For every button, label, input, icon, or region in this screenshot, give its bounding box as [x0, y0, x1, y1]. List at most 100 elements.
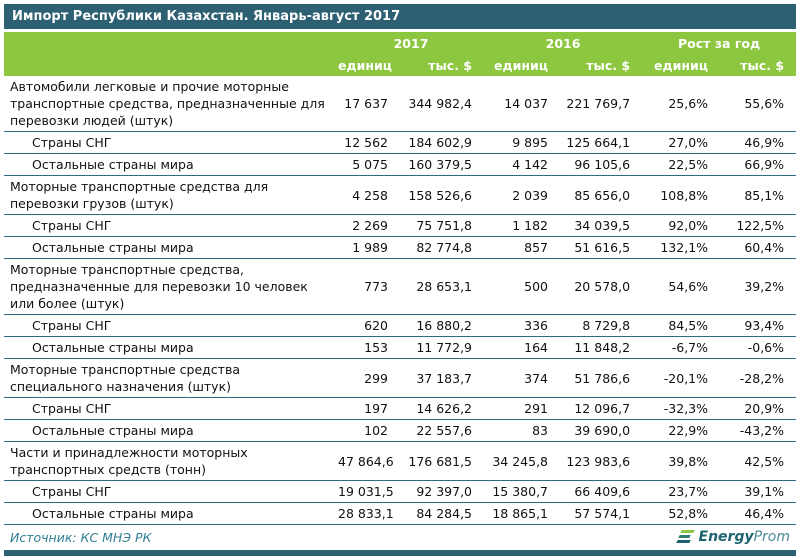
value-cell: 17 637	[344, 96, 388, 111]
value-cell: 2 269	[352, 218, 388, 233]
value-cell: 57 574,1	[574, 506, 631, 521]
table-row: Моторные транспортные средства для перев…	[4, 176, 797, 215]
table-row: Страны СНГ 197 14 626,2 291 12 096,7 -32…	[4, 398, 797, 420]
year-2016-header: 2016	[484, 32, 643, 54]
table-row: Моторные транспортные средства специальн…	[4, 359, 797, 398]
value-cell: 160 379,5	[408, 157, 473, 172]
category-cell: Моторные транспортные средства, предназн…	[10, 262, 308, 311]
value-cell: 42,5%	[744, 453, 785, 469]
value-cell: 37 183,7	[416, 370, 473, 386]
value-cell: 108,8%	[660, 187, 709, 203]
value-cell: 47 864,6	[338, 453, 394, 469]
energyprom-logo-icon	[675, 530, 695, 544]
table-row: Страны СНГ 2 269 75 751,8 1 182 34 039,5…	[4, 215, 797, 237]
category-cell: Страны СНГ	[32, 318, 112, 333]
value-cell: 15 380,7	[492, 484, 549, 499]
category-cell: Остальные страны мира	[32, 340, 194, 355]
value-cell: 39,2%	[744, 279, 785, 294]
value-cell: 84,5%	[668, 318, 709, 333]
value-cell: 22 557,6	[416, 423, 473, 438]
value-cell: 66 409,6	[574, 484, 631, 499]
value-cell: 184 602,9	[408, 135, 473, 150]
table-body: Автомобили легковые и прочие моторные тр…	[4, 76, 797, 525]
value-cell: 46,4%	[744, 506, 785, 521]
value-cell: 54,6%	[668, 279, 709, 294]
value-cell: -0,6%	[747, 340, 785, 355]
value-cell: 500	[524, 279, 549, 294]
value-cell: 336	[524, 318, 549, 333]
table-row: Остальные страны мира 102 22 557,6 83 39…	[4, 420, 797, 442]
table-row: Страны СНГ 620 16 880,2 336 8 729,8 84,5…	[4, 315, 797, 337]
table-row: Остальные страны мира 28 833,1 84 284,5 …	[4, 503, 797, 525]
value-cell: 83	[532, 423, 549, 438]
value-cell: 4 258	[352, 187, 388, 203]
value-cell: 153	[364, 340, 388, 355]
category-cell: Страны СНГ	[32, 401, 112, 416]
value-cell: 92 397,0	[416, 484, 473, 499]
unit-header: единиц	[484, 54, 561, 76]
value-cell: 125 664,1	[566, 135, 631, 150]
value-cell: 82 774,8	[416, 240, 473, 255]
year-2017-header: 2017	[338, 32, 485, 54]
energyprom-logo: EnergyProm	[675, 529, 790, 545]
table-row: Остальные страны мира 5 075 160 379,5 4 …	[4, 154, 797, 176]
value-cell: 39,1%	[744, 484, 785, 499]
value-cell: 34 245,8	[492, 453, 549, 469]
value-cell: 14 037	[504, 96, 549, 111]
source-note: Источник: КС МНЭ РК	[10, 529, 152, 545]
value-cell: 96 105,6	[574, 157, 631, 172]
value-cell: 51 616,5	[574, 240, 631, 255]
value-cell: 22,5%	[668, 157, 709, 172]
category-cell: Остальные страны мира	[32, 157, 194, 172]
unit-header: единиц	[642, 54, 721, 76]
value-cell: -28,2%	[739, 370, 785, 386]
value-cell: 18 865,1	[492, 506, 549, 521]
table-row: Остальные страны мира 1 989 82 774,8 857…	[4, 237, 797, 259]
table-row: Части и принадлежности моторных транспор…	[4, 442, 797, 481]
value-cell: 164	[524, 340, 549, 355]
value-cell: 75 751,8	[416, 218, 473, 233]
value-cell: 11 848,2	[574, 340, 631, 355]
value-cell: 19 031,5	[338, 484, 394, 499]
value-cell: 51 786,6	[574, 370, 631, 386]
table-row: Автомобили легковые и прочие моторные тр…	[4, 76, 797, 132]
category-cell: Страны СНГ	[32, 484, 112, 499]
value-cell: 25,6%	[668, 96, 709, 111]
value-cell: 34 039,5	[574, 218, 631, 233]
table-row: Страны СНГ 19 031,5 92 397,0 15 380,7 66…	[4, 481, 797, 503]
value-cell: 85,1%	[744, 187, 785, 203]
category-cell: Части и принадлежности моторных транспор…	[10, 445, 248, 477]
value-cell: 158 526,6	[408, 187, 473, 203]
value-cell: -20,1%	[663, 370, 709, 386]
value-cell: 55,6%	[744, 96, 785, 111]
category-cell: Моторные транспортные средства специальн…	[10, 362, 240, 394]
table-header: 2017 2016 Рост за год единиц тыс. $ един…	[4, 32, 797, 76]
value-cell: -32,3%	[663, 401, 709, 416]
value-cell: 1 182	[512, 218, 549, 233]
page-title: Импорт Республики Казахстан. Январь-авгу…	[4, 4, 796, 29]
value-cell: 52,8%	[668, 506, 709, 521]
value-cell: 12 096,7	[574, 401, 631, 416]
category-cell: Автомобили легковые и прочие моторные тр…	[10, 79, 325, 128]
category-header-spacer	[4, 54, 338, 76]
import-table: 2017 2016 Рост за год единиц тыс. $ един…	[4, 32, 797, 525]
value-cell: 20,9%	[744, 401, 785, 416]
value-cell: 4 142	[512, 157, 549, 172]
unit-header: тыс. $	[720, 54, 797, 76]
category-cell: Моторные транспортные средства для перев…	[10, 179, 269, 211]
value-cell: 102	[364, 423, 388, 438]
value-cell: 8 729,8	[582, 318, 631, 333]
value-cell: 122,5%	[736, 218, 785, 233]
value-cell: 66,9%	[744, 157, 785, 172]
value-cell: 20 578,0	[574, 279, 631, 294]
value-cell: 46,9%	[744, 135, 785, 150]
unit-header-row: единиц тыс. $ единиц тыс. $ единиц тыс. …	[4, 54, 797, 76]
value-cell: 2 039	[512, 187, 549, 203]
value-cell: 39,8%	[668, 453, 709, 469]
value-cell: 28 653,1	[416, 279, 473, 294]
footer: Источник: КС МНЭ РК EnergyProm	[4, 525, 796, 549]
growth-header: Рост за год	[642, 32, 797, 54]
value-cell: 221 769,7	[566, 96, 631, 111]
value-cell: 773	[364, 279, 388, 294]
value-cell: 28 833,1	[338, 506, 394, 521]
